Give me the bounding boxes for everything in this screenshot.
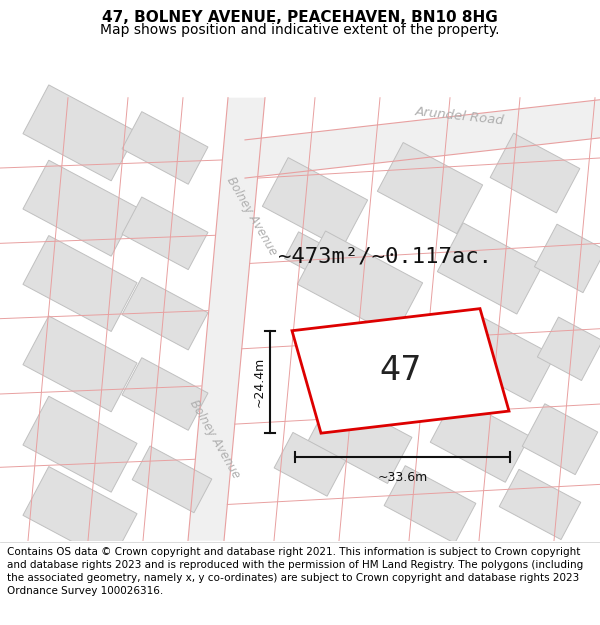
Polygon shape xyxy=(122,278,208,350)
Polygon shape xyxy=(377,142,482,234)
Polygon shape xyxy=(430,396,530,482)
Text: 47, BOLNEY AVENUE, PEACEHAVEN, BN10 8HG: 47, BOLNEY AVENUE, PEACEHAVEN, BN10 8HG xyxy=(102,11,498,26)
Text: ~33.6m: ~33.6m xyxy=(377,471,428,484)
Polygon shape xyxy=(262,158,368,249)
Polygon shape xyxy=(23,236,137,331)
Polygon shape xyxy=(298,231,422,336)
Text: Arundel Road: Arundel Road xyxy=(415,104,505,127)
Text: Bolney Avenue: Bolney Avenue xyxy=(187,398,243,481)
Polygon shape xyxy=(23,396,137,492)
Polygon shape xyxy=(538,317,600,381)
Polygon shape xyxy=(122,357,208,430)
Polygon shape xyxy=(122,112,208,184)
Polygon shape xyxy=(535,224,600,292)
Polygon shape xyxy=(499,469,581,539)
Polygon shape xyxy=(384,466,476,543)
Polygon shape xyxy=(490,133,580,213)
Polygon shape xyxy=(437,223,542,314)
Polygon shape xyxy=(284,232,329,275)
Polygon shape xyxy=(23,316,137,412)
Text: ~24.4m: ~24.4m xyxy=(253,357,266,407)
Text: Map shows position and indicative extent of the property.: Map shows position and indicative extent… xyxy=(100,23,500,37)
Polygon shape xyxy=(274,432,346,496)
Polygon shape xyxy=(23,160,137,256)
Polygon shape xyxy=(188,98,265,541)
Text: 47: 47 xyxy=(379,354,422,388)
Polygon shape xyxy=(308,395,412,484)
Text: Contains OS data © Crown copyright and database right 2021. This information is : Contains OS data © Crown copyright and d… xyxy=(7,546,583,596)
Polygon shape xyxy=(122,197,208,269)
Polygon shape xyxy=(245,100,600,178)
Text: Bolney Avenue: Bolney Avenue xyxy=(224,174,280,258)
Polygon shape xyxy=(23,85,137,181)
Polygon shape xyxy=(132,446,212,512)
Polygon shape xyxy=(23,466,137,562)
Text: ~473m²/~0.117ac.: ~473m²/~0.117ac. xyxy=(278,246,492,266)
Polygon shape xyxy=(455,316,555,402)
Polygon shape xyxy=(522,404,598,474)
Polygon shape xyxy=(292,309,509,433)
